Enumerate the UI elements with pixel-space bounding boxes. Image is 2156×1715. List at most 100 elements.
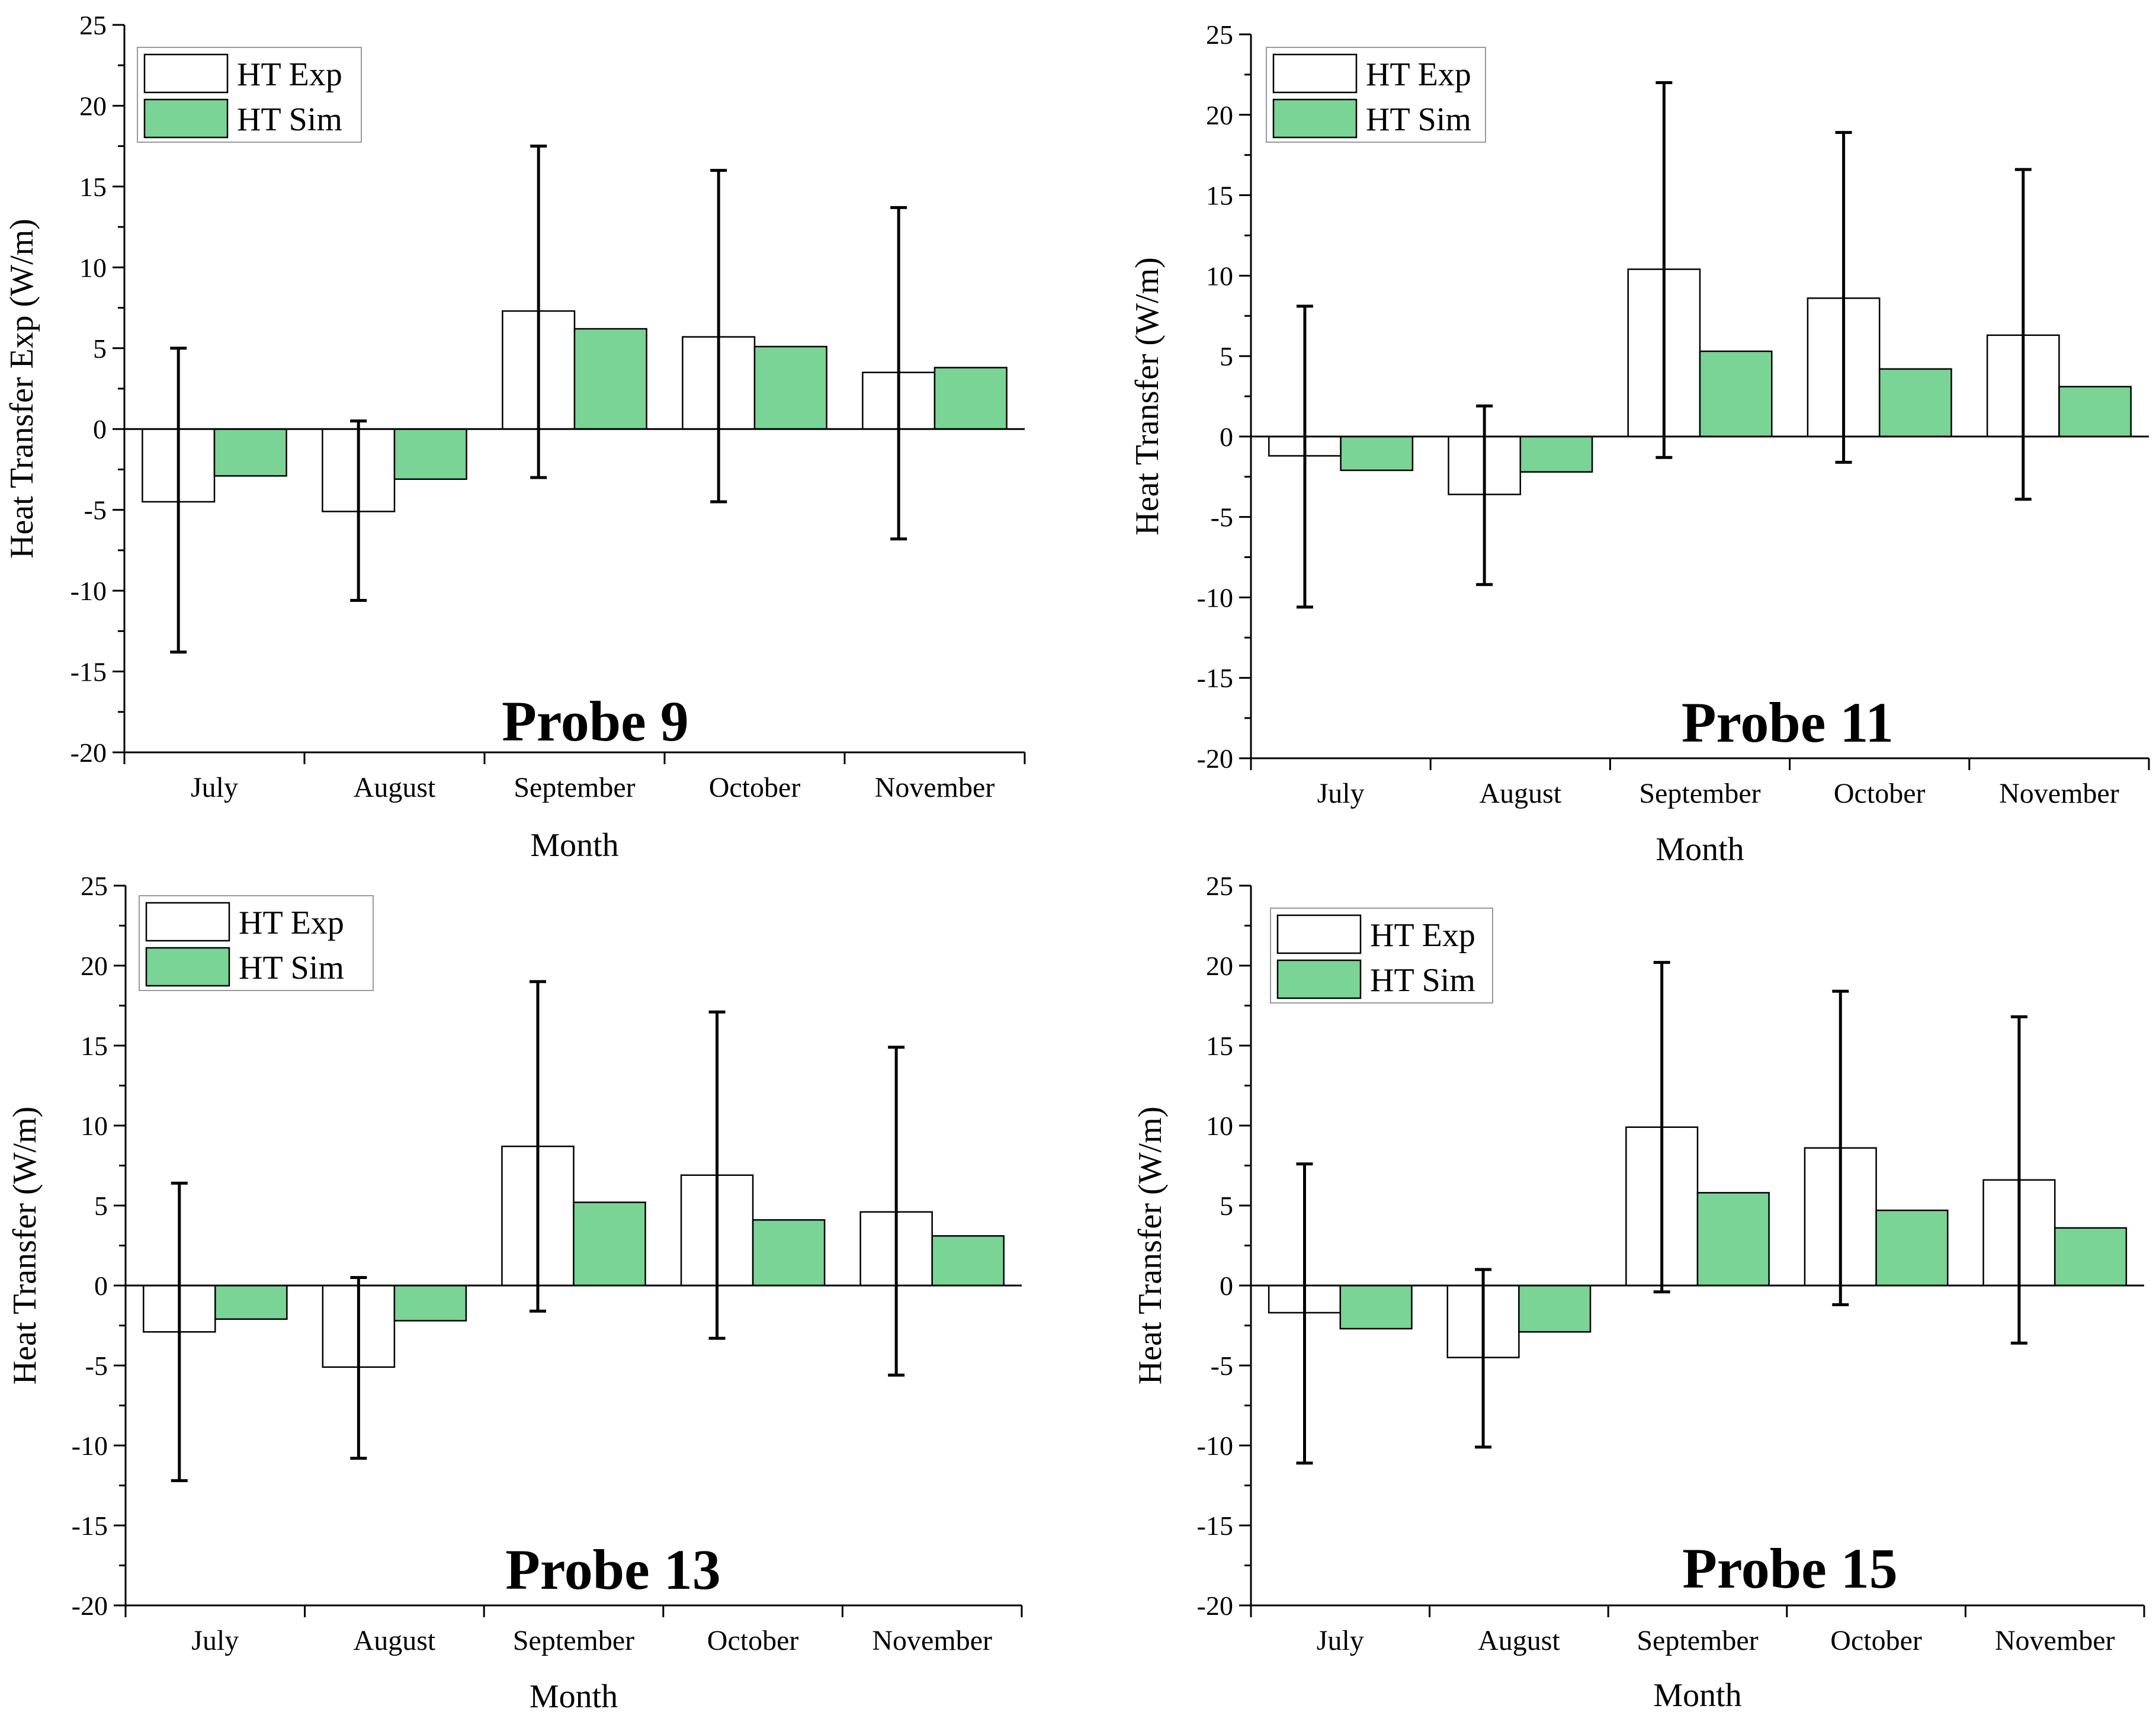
legend-swatch-ht-sim [1272, 98, 1358, 139]
y-tick-label: -15 [1197, 663, 1233, 693]
y-tick-label: 10 [79, 252, 107, 283]
y-tick-label: -20 [1197, 1591, 1233, 1621]
legend-label-ht-exp: HT Exp [1370, 917, 1475, 954]
legend-label-ht-sim: HT Sim [1370, 962, 1475, 999]
x-axis-title: Month [530, 1678, 618, 1715]
legend-label-ht-exp: HT Exp [1366, 56, 1471, 93]
y-axis-title: Heat Transfer (W/m) [1129, 257, 1166, 536]
bar-ht-sim [1340, 435, 1414, 472]
panel-title: Probe 15 [1682, 1537, 1898, 1600]
y-tick-label: 0 [93, 414, 107, 444]
x-axis-title: Month [530, 827, 618, 864]
x-tick-label: August [1478, 1625, 1560, 1656]
x-axis-title: Month [1656, 831, 1744, 868]
legend-label-ht-exp: HT Exp [239, 905, 344, 941]
legend-label-ht-sim: HT Sim [239, 950, 344, 986]
legend-swatch-ht-sim [145, 947, 230, 987]
x-tick-label: October [1830, 1625, 1922, 1656]
legend: HT Exp HT Sim [1266, 47, 1486, 143]
x-axis-title: Month [1653, 1677, 1741, 1714]
panel-title: Probe 11 [1682, 691, 1894, 754]
legend-label-ht-sim: HT Sim [1366, 101, 1471, 138]
y-tick-label: 25 [81, 871, 108, 901]
x-tick-label: November [875, 772, 995, 803]
legend-swatch-ht-sim [1276, 959, 1362, 999]
y-tick-label: -10 [70, 576, 107, 606]
bar-ht-sim [1696, 1192, 1770, 1287]
y-tick-label: 0 [1220, 1271, 1233, 1301]
y-tick-label: 20 [1206, 951, 1233, 981]
x-tick-label: July [191, 1625, 239, 1656]
bar-ht-sim [933, 367, 1008, 430]
y-tick-label: 5 [1220, 341, 1233, 371]
y-axis-title: Heat Transfer (W/m) [1132, 1107, 1169, 1385]
y-tick-label: 25 [1206, 20, 1233, 50]
bar-ht-sim [393, 428, 467, 480]
bar-ht-sim [1518, 1284, 1592, 1333]
bar-ht-sim [1875, 1209, 1949, 1287]
y-tick-label: -10 [1197, 582, 1233, 613]
bar-ht-sim [1878, 368, 1952, 438]
bar-ht-sim [752, 1219, 826, 1287]
chart-panel-2: 25 20 15 10 5 0 -5 -10 -15 -20 July August September… [1129, 20, 2150, 868]
y-tick-label: 15 [1206, 181, 1233, 211]
legend-label-ht-sim: HT Sim [237, 101, 342, 138]
chart-panel-1: 25 20 15 10 5 0 -5 -10 -15 -20 July August September… [4, 10, 1026, 864]
y-axis-title: Heat Transfer Exp (W/m) [4, 219, 40, 559]
x-tick-label: October [709, 772, 801, 803]
bar-ht-sim [573, 328, 647, 430]
y-tick-label: 5 [94, 1191, 108, 1221]
y-tick-label: 15 [79, 172, 107, 202]
x-tick-label: September [1639, 778, 1760, 809]
legend: HT Exp HT Sim [139, 895, 374, 991]
y-tick-label: 10 [1206, 261, 1233, 291]
y-tick-label: -20 [1197, 743, 1233, 774]
y-tick-label: -5 [1211, 502, 1233, 533]
x-tick-label: October [707, 1625, 799, 1656]
bar-ht-sim [573, 1201, 646, 1287]
y-tick-label: 15 [81, 1031, 108, 1061]
y-tick-label: 20 [1206, 100, 1233, 130]
y-tick-label: -20 [72, 1591, 108, 1621]
chart-panel-4: 25 20 15 10 5 0 -5 -10 -15 -20 July August September… [1132, 871, 2145, 1714]
y-tick-label: 20 [79, 91, 107, 121]
y-tick-label: -20 [70, 738, 107, 768]
bar-ht-sim [2054, 1227, 2128, 1287]
x-tick-label: November [872, 1625, 992, 1656]
y-tick-label: -5 [1211, 1351, 1233, 1381]
y-axis-title: Heat Transfer (W/m) [7, 1107, 43, 1385]
y-tick-label: 5 [93, 334, 107, 364]
legend-swatch-ht-exp [1272, 53, 1358, 94]
y-tick-label: 5 [1220, 1191, 1233, 1221]
bar-ht-sim [753, 345, 827, 430]
y-tick-label: -15 [70, 657, 107, 687]
x-tick-label: July [191, 772, 238, 803]
bar-ht-sim [213, 428, 287, 477]
legend-swatch-ht-sim [143, 98, 229, 139]
x-tick-label: November [1995, 1625, 2115, 1656]
y-tick-label: -5 [84, 495, 107, 525]
y-tick-label: -10 [72, 1431, 108, 1461]
bar-ht-sim [2058, 386, 2132, 438]
x-tick-label: November [1999, 778, 2119, 809]
x-tick-label: July [1317, 1625, 1364, 1656]
y-tick-label: 15 [1206, 1031, 1233, 1061]
x-tick-label: September [514, 772, 635, 803]
y-tick-label: -5 [85, 1351, 108, 1381]
chart-panel-3: 25 20 15 10 5 0 -5 -10 -15 -20 July August September… [7, 871, 1023, 1715]
x-tick-label: September [513, 1625, 634, 1656]
y-tick-label: -10 [1197, 1431, 1233, 1461]
bar-ht-sim [393, 1284, 467, 1322]
legend-label-ht-exp: HT Exp [237, 56, 342, 93]
panel-title: Probe 13 [505, 1538, 721, 1601]
y-tick-label: 0 [94, 1271, 108, 1301]
x-tick-label: September [1637, 1625, 1758, 1656]
legend-swatch-ht-exp [1276, 914, 1362, 954]
y-tick-label: 25 [1206, 871, 1233, 901]
x-tick-label: August [1479, 778, 1561, 809]
bar-ht-sim [1519, 435, 1593, 473]
x-tick-label: August [354, 1625, 436, 1656]
bar-ht-sim [1699, 350, 1773, 438]
bar-ht-sim [1339, 1284, 1413, 1330]
